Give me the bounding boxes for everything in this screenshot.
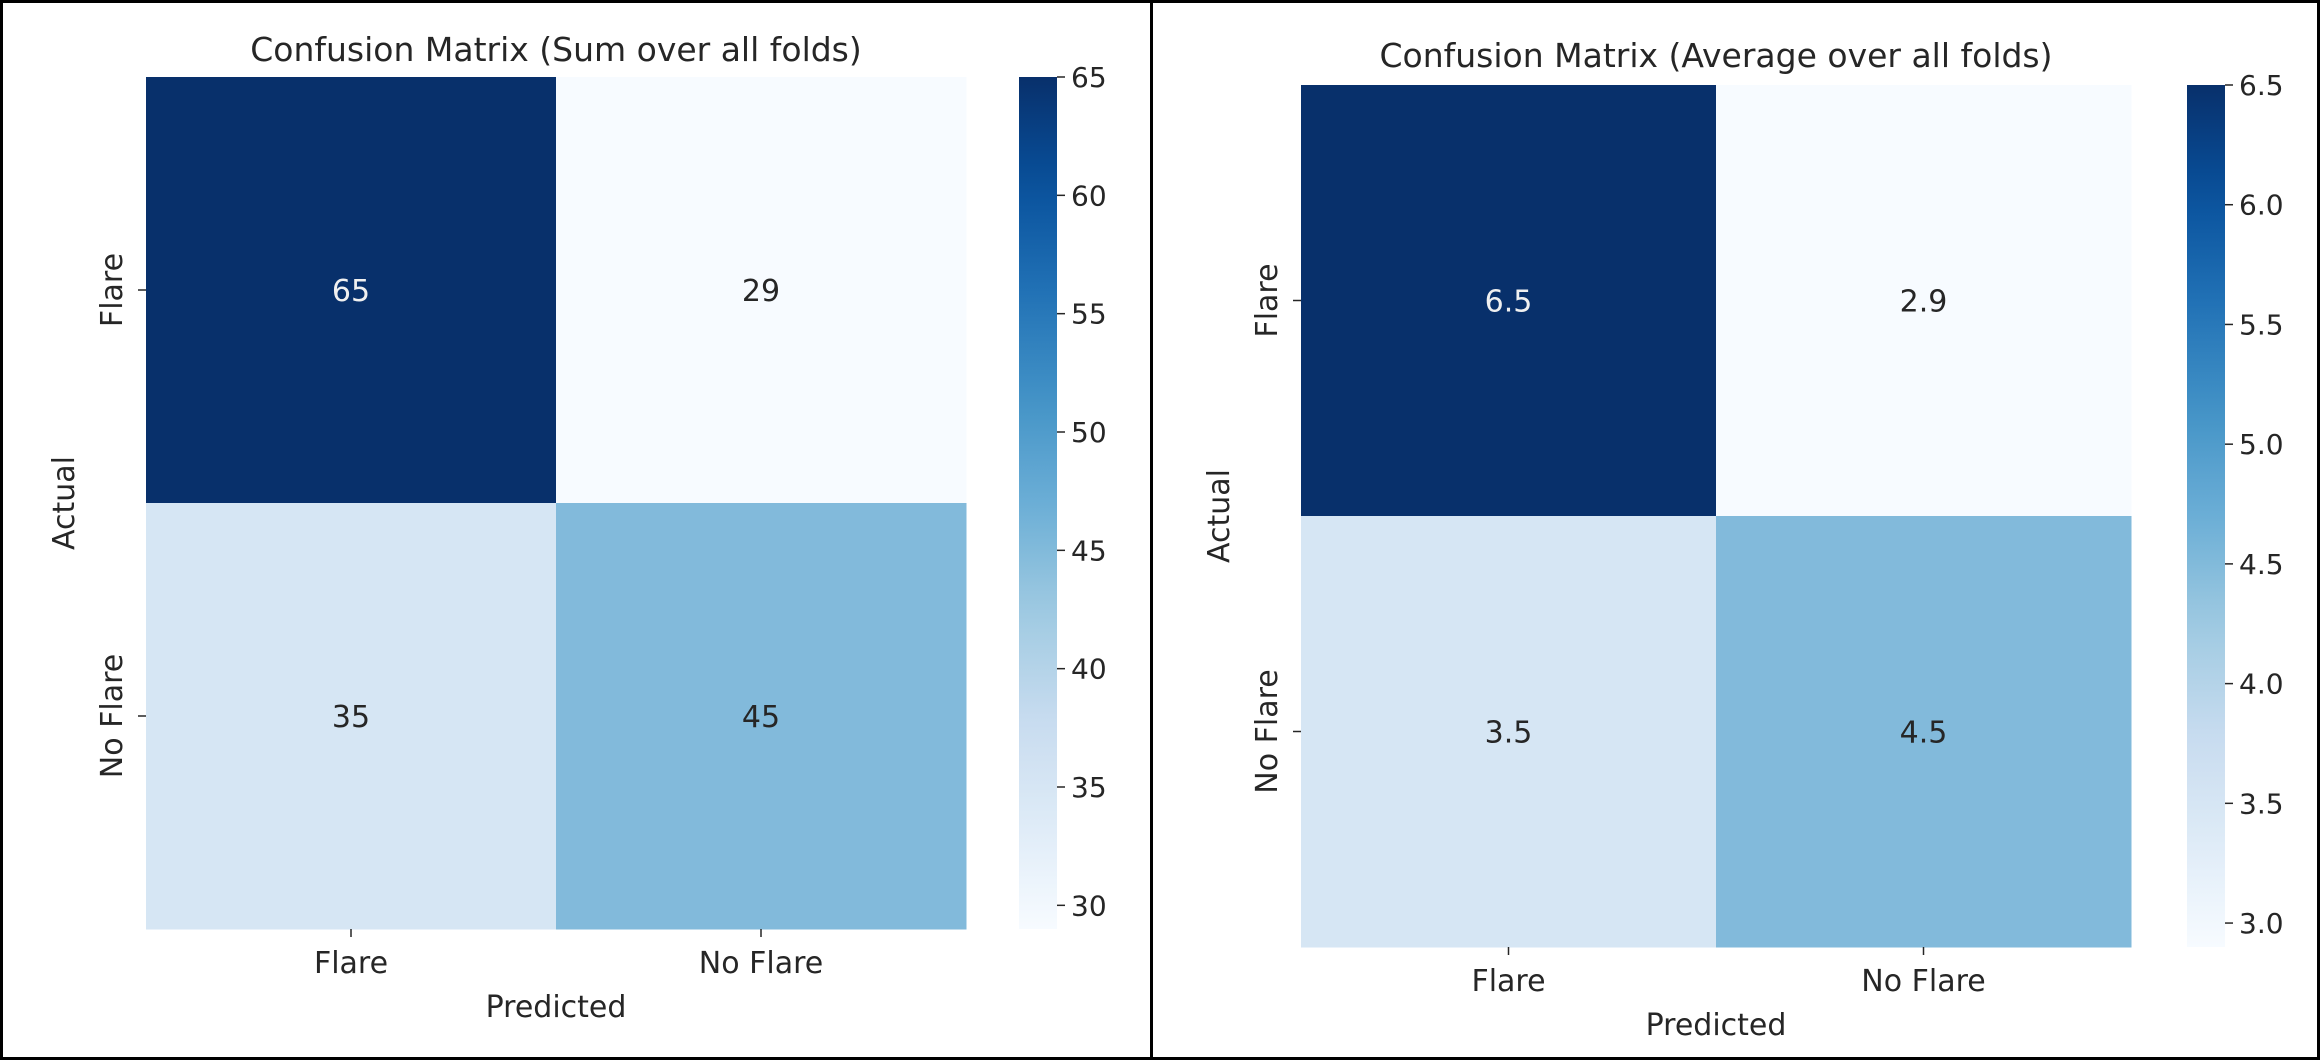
colorbar — [1019, 77, 1057, 929]
colorbar-tick-label: 35 — [1071, 771, 1107, 804]
colorbar-tick-label: 6.0 — [2239, 189, 2284, 222]
x-axis-label: Predicted — [486, 990, 627, 1025]
heatmap-cell — [1301, 516, 1717, 948]
chart-title: Confusion Matrix (Average over all folds… — [1379, 36, 2052, 75]
colorbar-tick-label: 6.5 — [2239, 69, 2284, 102]
cell-value-label: 2.9 — [1900, 285, 1948, 320]
colorbar-tick-label: 5.0 — [2239, 428, 2284, 461]
colorbar-tick-label: 45 — [1071, 534, 1107, 567]
y-tick-label: No Flare — [1250, 669, 1285, 793]
x-axis-label: Predicted — [1646, 1008, 1787, 1043]
colorbar-tick-label: 4.5 — [2239, 548, 2284, 581]
heatmap-cell — [556, 77, 967, 504]
heatmap-cell — [1716, 516, 2132, 948]
y-axis-label: Actual — [47, 456, 82, 550]
cell-value-label: 35 — [332, 700, 370, 735]
colorbar-tick-label: 3.0 — [2239, 907, 2284, 940]
confusion-matrix-sum-panel: Confusion Matrix (Sum over all folds) 65 2… — [0, 0, 1153, 1060]
x-tick-label: No Flare — [699, 946, 823, 981]
heatmap-cell — [1301, 85, 1717, 517]
x-tick-label: Flare — [314, 946, 388, 981]
colorbar-tick-label: 50 — [1071, 416, 1107, 449]
colorbar-tick-label: 3.5 — [2239, 787, 2284, 820]
cell-value-label: 3.5 — [1485, 716, 1533, 751]
colorbar-tick-label: 4.0 — [2239, 668, 2284, 701]
confusion-matrix-average-chart: Confusion Matrix (Average over all folds… — [1202, 36, 2284, 1043]
heatmap-cell — [146, 503, 557, 930]
heatmap-cell — [556, 503, 967, 930]
chart-title: Confusion Matrix (Sum over all folds) — [250, 30, 862, 69]
colorbar-tick-label: 55 — [1071, 298, 1107, 331]
x-tick-label: No Flare — [1861, 964, 1985, 999]
colorbar-tick-label: 40 — [1071, 653, 1107, 686]
confusion-matrix-sum-chart: Confusion Matrix (Sum over all folds) 65 2… — [47, 30, 1107, 1025]
y-tick-label: Flare — [95, 253, 130, 327]
y-tick-label: No Flare — [95, 654, 130, 778]
cell-value-label: 6.5 — [1485, 285, 1533, 320]
colorbar — [2187, 85, 2225, 947]
colorbar-tick-label: 30 — [1071, 889, 1107, 922]
colorbar-tick-label: 60 — [1071, 179, 1107, 212]
cell-value-label: 65 — [332, 274, 370, 309]
x-tick-label: Flare — [1471, 964, 1545, 999]
cell-value-label: 45 — [742, 700, 780, 735]
heatmap-cell — [146, 77, 557, 504]
y-axis-label: Actual — [1202, 469, 1237, 563]
y-tick-label: Flare — [1250, 263, 1285, 337]
cell-value-label: 29 — [742, 274, 780, 309]
colorbar-tick-label: 65 — [1071, 61, 1107, 94]
confusion-matrix-average-panel: Confusion Matrix (Average over all folds… — [1150, 0, 2320, 1060]
colorbar-tick-label: 5.5 — [2239, 308, 2284, 341]
heatmap-cell — [1716, 85, 2132, 517]
cell-value-label: 4.5 — [1900, 716, 1948, 751]
